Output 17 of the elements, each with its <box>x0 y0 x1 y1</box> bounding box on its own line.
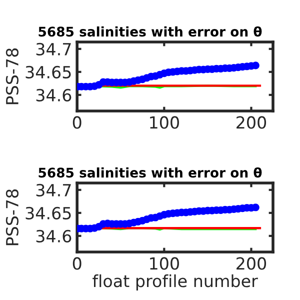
x-tick-label: 0 <box>72 257 82 270</box>
y-axis-title: PSS-78 <box>6 189 19 246</box>
x-tick-label: 100 <box>150 116 179 129</box>
x-tick-label: 100 <box>150 257 179 270</box>
y-tick-label: 34.7 <box>36 184 71 196</box>
x-axis-title: float profile number <box>92 274 258 291</box>
x-tick-label: 200 <box>236 116 266 129</box>
x-tick-label: 200 <box>236 257 266 270</box>
chart-title: 5685 salinities with error on θ <box>38 26 262 37</box>
y-axis-title: PSS-78 <box>6 48 19 104</box>
y-tick-label: 34.65 <box>26 66 71 78</box>
y-tick-label: 34.7 <box>36 42 71 56</box>
y-tick-label: 34.6 <box>36 88 72 102</box>
y-tick-label: 34.6 <box>36 230 72 242</box>
x-tick-label: 0 <box>72 116 82 129</box>
chart-title: 5685 salinities with error on θ <box>38 167 262 178</box>
y-tick-label: 34.65 <box>26 206 71 220</box>
